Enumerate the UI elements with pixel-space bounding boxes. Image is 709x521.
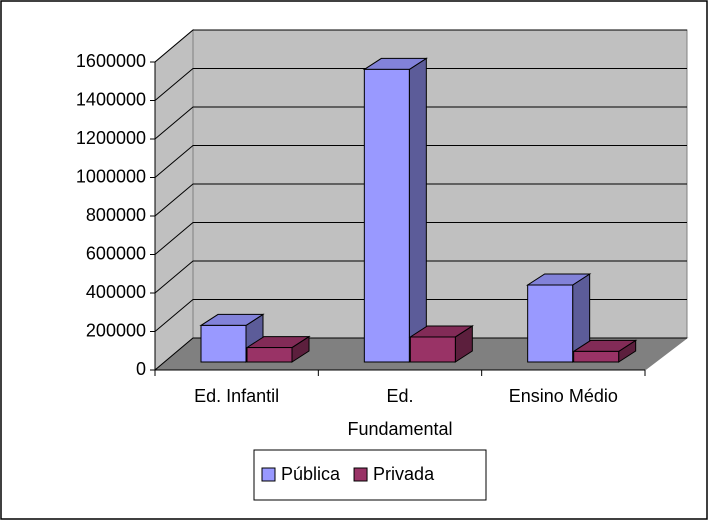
y-tick-label: 200000 xyxy=(86,320,146,340)
y-tick-label: 800000 xyxy=(86,205,146,225)
bar xyxy=(527,284,574,363)
bar xyxy=(409,336,456,363)
bar xyxy=(573,350,620,363)
y-tick-label: 1600000 xyxy=(76,51,146,71)
legend-swatch xyxy=(261,467,276,482)
grid-line xyxy=(154,260,687,294)
x-tick-label: Ensino Médio xyxy=(508,386,618,406)
grid-line xyxy=(154,299,687,332)
bar xyxy=(200,324,247,363)
y-tick-label: 1000000 xyxy=(76,166,146,186)
grid-line xyxy=(154,183,687,217)
grid-line xyxy=(154,145,687,178)
legend-swatch xyxy=(353,467,368,482)
x-tick-label: Ed. Infantil xyxy=(194,386,280,406)
grid-line xyxy=(154,29,687,63)
grid-line xyxy=(154,68,687,101)
bar xyxy=(246,347,293,363)
y-tick-label: 0 xyxy=(136,359,146,379)
bar xyxy=(363,68,410,363)
grid-line xyxy=(154,106,687,140)
y-tick-label: 1200000 xyxy=(76,128,146,148)
grid-line xyxy=(154,337,687,371)
y-tick-label: 1400000 xyxy=(76,89,146,109)
bar-side xyxy=(408,57,427,363)
legend-label: Pública xyxy=(281,464,341,484)
y-tick-label: 600000 xyxy=(86,243,146,263)
grid-line xyxy=(154,222,687,255)
legend-label: Privada xyxy=(373,464,435,484)
y-tick-label: 400000 xyxy=(86,282,146,302)
x-tick-label: Ed. Fundamental xyxy=(347,386,453,439)
legend-box xyxy=(253,449,487,501)
